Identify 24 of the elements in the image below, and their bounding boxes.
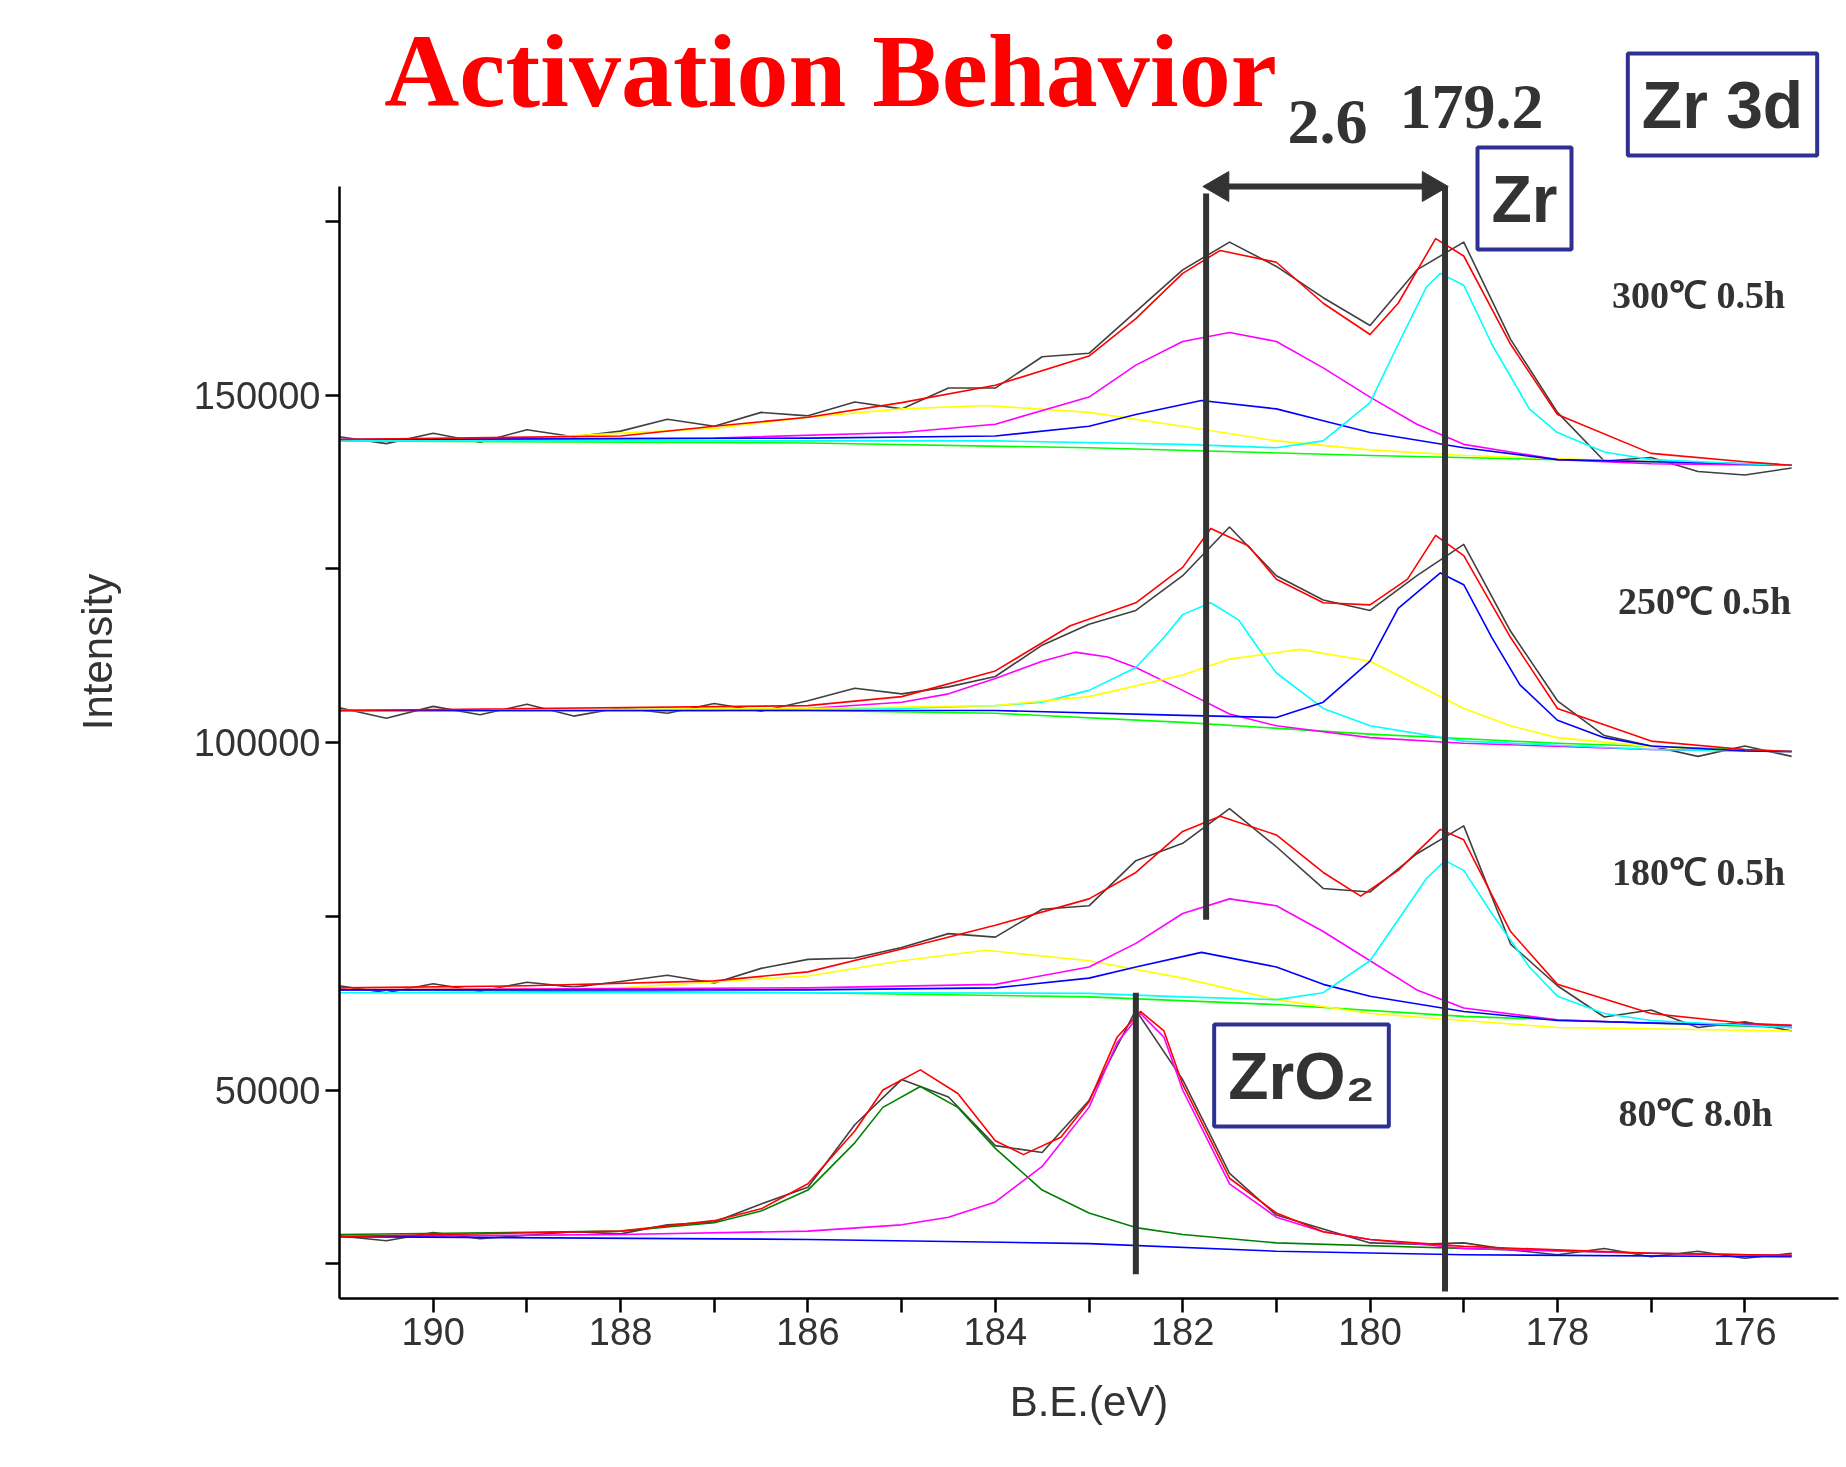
annotation: 180℃ 0.5h <box>1611 850 1786 893</box>
line-series <box>339 859 1793 1029</box>
x-tick-label: 176 <box>1713 1310 1777 1353</box>
x-axis-title: B.E.(eV) <box>1009 1377 1169 1425</box>
annotation: 80℃ 8.0h <box>1618 1091 1773 1134</box>
x-tick-label: 182 <box>1150 1310 1215 1353</box>
text: 179.2 <box>1399 70 1544 142</box>
annotation: ZrO₂ <box>1228 1038 1375 1113</box>
annotation: 250℃ 0.5h <box>1617 579 1792 622</box>
y-axis-title: Intensity <box>73 573 121 731</box>
x-tick-label: 186 <box>776 1310 840 1353</box>
y-tick-label: 50000 <box>214 1069 321 1112</box>
text: 2.6 <box>1287 85 1368 157</box>
x-tick-label: 180 <box>1338 1310 1402 1353</box>
x-tick-label: 184 <box>963 1310 1028 1353</box>
annotation: Zr <box>1491 161 1558 236</box>
annotation: 300℃ 0.5h <box>1611 273 1786 316</box>
y-tick-label: 100000 <box>193 722 321 764</box>
chart-title: Activation Behavior <box>384 13 1277 128</box>
x-tick-label: 190 <box>401 1310 465 1353</box>
y-tick-label: 150000 <box>193 374 321 417</box>
text: Zr 3d <box>1641 67 1804 142</box>
x-tick-label: 178 <box>1525 1310 1590 1353</box>
x-tick-label: 188 <box>588 1310 653 1353</box>
